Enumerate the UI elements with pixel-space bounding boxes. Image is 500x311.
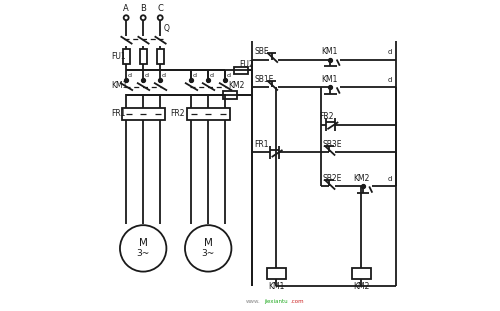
Text: KM1: KM1 — [268, 282, 284, 291]
Bar — [352, 268, 370, 279]
Text: KM1: KM1 — [321, 47, 338, 56]
Text: d: d — [192, 73, 196, 78]
Text: SBE: SBE — [254, 47, 270, 56]
Text: 3~: 3~ — [136, 249, 150, 258]
Text: KM2: KM2 — [354, 174, 370, 183]
Bar — [267, 268, 285, 279]
Circle shape — [124, 15, 128, 20]
Bar — [157, 49, 164, 64]
Bar — [122, 108, 165, 120]
Text: FR1: FR1 — [112, 109, 126, 118]
Text: M: M — [204, 238, 212, 248]
Text: KM2: KM2 — [228, 81, 244, 90]
Text: FU1: FU1 — [112, 52, 126, 61]
Text: d: d — [128, 73, 132, 78]
Text: d: d — [162, 73, 166, 78]
Text: .com: .com — [290, 299, 304, 304]
Circle shape — [140, 15, 145, 20]
Text: jiexiantu: jiexiantu — [264, 299, 287, 304]
Circle shape — [158, 15, 162, 20]
Text: FR1: FR1 — [254, 140, 269, 149]
Bar — [234, 67, 247, 74]
Text: KM1: KM1 — [321, 75, 338, 84]
Bar — [122, 49, 130, 64]
Text: A: A — [124, 4, 129, 13]
Text: d: d — [388, 49, 392, 55]
Text: SB3E: SB3E — [323, 140, 342, 149]
Text: SB2E: SB2E — [323, 174, 342, 183]
Text: SB1E: SB1E — [254, 75, 274, 84]
Circle shape — [120, 225, 166, 272]
Text: d: d — [388, 176, 392, 182]
Text: C: C — [158, 4, 163, 13]
Text: FR2: FR2 — [170, 109, 184, 118]
Bar — [140, 49, 146, 64]
Circle shape — [185, 225, 232, 272]
Text: KM1: KM1 — [112, 81, 128, 90]
Text: d: d — [226, 73, 230, 78]
Bar — [223, 91, 236, 99]
Text: d: d — [388, 77, 392, 83]
Text: www.: www. — [246, 299, 260, 304]
Bar — [186, 108, 230, 120]
Text: d: d — [144, 73, 148, 78]
Text: M: M — [138, 238, 147, 248]
Text: KM2: KM2 — [354, 282, 370, 291]
Text: FU2: FU2 — [239, 60, 254, 69]
Text: d: d — [210, 73, 214, 78]
Text: B: B — [140, 4, 146, 13]
Text: 3~: 3~ — [202, 249, 215, 258]
Text: Q: Q — [164, 24, 170, 33]
Text: FR2: FR2 — [320, 112, 334, 121]
